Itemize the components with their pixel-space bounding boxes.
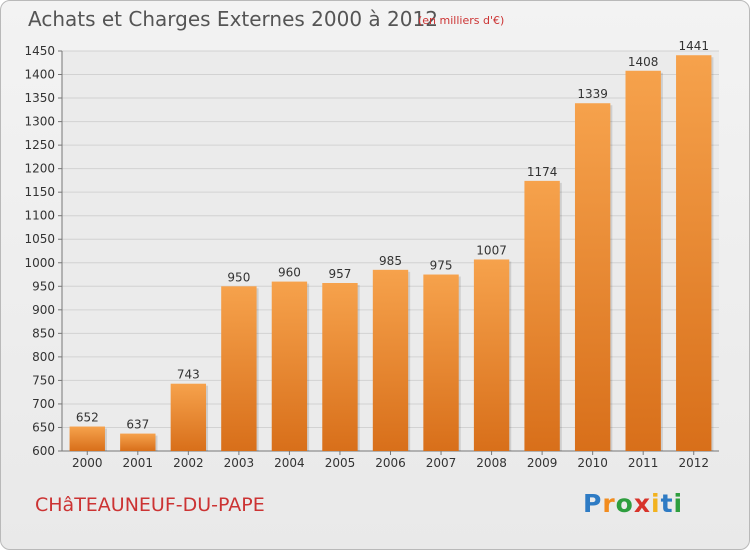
- data-label: 1174: [527, 165, 558, 179]
- y-tick-label: 1450: [24, 44, 55, 58]
- y-tick-label: 900: [32, 303, 55, 317]
- logo-letter: o: [615, 489, 634, 518]
- y-tick-label: 1150: [24, 185, 55, 199]
- logo-letter: x: [633, 489, 651, 518]
- logo-letter: i: [651, 489, 661, 518]
- bar: [69, 426, 105, 451]
- bar: [322, 283, 358, 451]
- bar: [625, 70, 661, 451]
- x-tick-label: 2012: [678, 456, 709, 470]
- proxiti-logo: Proxiti: [583, 489, 683, 518]
- y-tick-label: 1250: [24, 138, 55, 152]
- bars: [69, 55, 714, 452]
- y-tick-label: 700: [32, 397, 55, 411]
- data-label: 1408: [628, 55, 659, 69]
- x-tick-label: 2007: [426, 456, 457, 470]
- bar: [574, 103, 611, 451]
- logo-letter: i: [673, 489, 684, 518]
- bar: [524, 180, 560, 451]
- data-label: 652: [76, 411, 99, 425]
- y-tick-labels: 600 650 700 750 800 850 900 950 1000 1050 1100 1150…: [24, 44, 62, 458]
- data-label: 960: [278, 266, 301, 280]
- data-label: 950: [227, 270, 250, 284]
- x-tick-label: 2009: [527, 456, 558, 470]
- logo-letter: t: [660, 489, 674, 518]
- y-tick-label: 750: [32, 373, 55, 387]
- data-label: 957: [329, 267, 352, 281]
- bar: [473, 259, 510, 451]
- chart-subtitle: (en milliers d'€): [418, 14, 505, 27]
- data-label: 743: [177, 368, 200, 382]
- bar: [271, 281, 308, 451]
- y-tick-label: 1050: [24, 232, 55, 246]
- y-tick-label: 1350: [24, 91, 55, 105]
- y-tick-label: 950: [32, 279, 55, 293]
- y-tick-label: 850: [32, 326, 55, 340]
- chart-title: Achats et Charges Externes 2000 à 2012: [28, 7, 438, 31]
- x-tick-label: 2003: [224, 456, 255, 470]
- y-tick-label: 650: [32, 420, 55, 434]
- bar: [120, 433, 156, 451]
- x-tick-label: 2001: [123, 456, 154, 470]
- y-tick-label: 1400: [24, 68, 55, 82]
- town-name: CHâTEAUNEUF-DU-PAPE: [35, 494, 265, 516]
- y-tick-label: 1300: [24, 115, 55, 129]
- x-tick-labels: 2000 2001 2002 2003 2004 2005 2006 2007 2008 2009…: [72, 451, 709, 470]
- data-label: 985: [379, 254, 402, 268]
- y-tick-label: 600: [32, 444, 55, 458]
- x-tick-label: 2000: [72, 456, 103, 470]
- x-tick-label: 2011: [628, 456, 659, 470]
- data-label: 975: [430, 259, 453, 273]
- data-label: 637: [126, 418, 149, 432]
- x-tick-label: 2005: [325, 456, 356, 470]
- y-tick-label: 800: [32, 350, 55, 364]
- bar: [676, 55, 712, 452]
- data-labels: 652 637 743 950 960 957 985 975 1007 1174 1339 1408…: [76, 39, 709, 431]
- x-tick-label: 2004: [274, 456, 305, 470]
- x-tick-label: 2008: [476, 456, 507, 470]
- x-tick-label: 2010: [577, 456, 608, 470]
- y-tick-label: 1000: [24, 256, 55, 270]
- y-tick-label: 1100: [24, 209, 55, 223]
- data-label: 1441: [678, 39, 709, 53]
- bar: [221, 286, 257, 451]
- bar: [170, 383, 207, 451]
- bar: [423, 274, 459, 451]
- logo-letter: P: [583, 489, 603, 518]
- x-tick-label: 2006: [375, 456, 406, 470]
- logo-letter: r: [602, 489, 616, 518]
- data-label: 1007: [476, 243, 507, 257]
- data-label: 1339: [577, 87, 608, 101]
- y-tick-label: 1200: [24, 162, 55, 176]
- x-tick-label: 2002: [173, 456, 204, 470]
- bar: [372, 269, 409, 451]
